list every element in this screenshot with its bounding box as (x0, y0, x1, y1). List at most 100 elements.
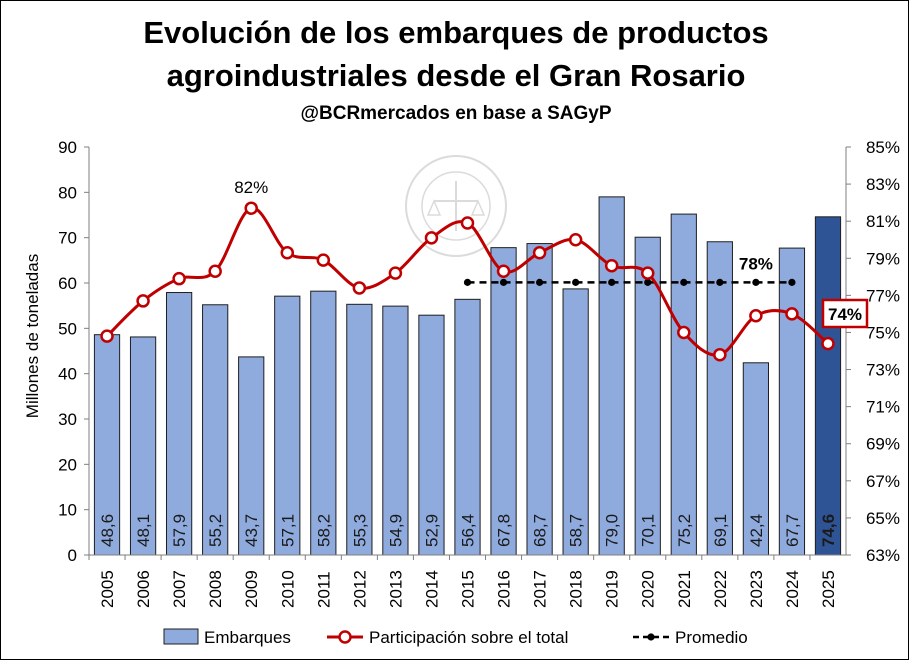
bar-2006 (129, 336, 157, 556)
bar-2024 (778, 247, 806, 556)
y2-tick-83%: 83% (866, 175, 900, 194)
y2-tick-77%: 77% (866, 286, 900, 305)
bar-2022 (706, 241, 733, 556)
bar-label-2008: 55,2 (206, 514, 225, 547)
legend-swatch-embarques (163, 628, 199, 645)
annotation-1: 78% (739, 254, 773, 273)
share-point-2022 (713, 347, 727, 362)
x-tick-2007: 2007 (170, 570, 189, 608)
bar-2018 (562, 288, 589, 556)
x-tick-2022: 2022 (711, 570, 730, 608)
average-point-2015 (463, 278, 472, 286)
bar-label-2013: 54,9 (386, 514, 405, 547)
bar-label-2022: 69,1 (711, 514, 730, 547)
y2-tick-69%: 69% (866, 435, 900, 454)
share-point-2014 (424, 231, 439, 245)
bar-2025 (814, 216, 842, 556)
y-axis-label: Millones de toneladas (23, 254, 42, 418)
y-tick-20: 20 (58, 455, 77, 474)
y-tick-60: 60 (58, 274, 77, 293)
y2-tick-63%: 63% (866, 546, 900, 565)
y2-tick-79%: 79% (866, 249, 900, 268)
bar-label-2010: 57,1 (278, 514, 297, 547)
x-tick-2006: 2006 (134, 570, 153, 608)
x-tick-2020: 2020 (639, 570, 658, 608)
x-tick-2025: 2025 (819, 570, 838, 608)
chart-title-line-1: Evolución de los embarques de productos (143, 15, 768, 50)
share-point-2010 (280, 245, 295, 260)
x-tick-2024: 2024 (783, 570, 802, 608)
y-tick-30: 30 (58, 410, 77, 429)
x-tick-2013: 2013 (386, 570, 405, 608)
bar-label-2024: 67,7 (783, 514, 802, 547)
x-tick-2018: 2018 (567, 570, 586, 608)
share-point-2017 (532, 245, 547, 260)
share-point-2015 (460, 216, 475, 230)
share-point-2018 (568, 232, 583, 247)
watermark-seal-icon (405, 155, 507, 257)
annotation-box-2 (821, 298, 869, 329)
axes-layer: 0 10 20 30 40 50 60 70 80 90 63% 65% 67% 69% 71% 73% 75%… (58, 138, 900, 608)
y-tick-80: 80 (58, 183, 77, 202)
x-tick-2010: 2010 (278, 570, 297, 608)
x-tick-2009: 2009 (242, 570, 261, 608)
average-point-2017 (535, 278, 544, 286)
x-tick-2012: 2012 (350, 570, 369, 608)
bar-2017 (526, 243, 553, 556)
share-point-2008 (208, 264, 222, 279)
x-tick-2011: 2011 (314, 571, 333, 608)
average-point-2024 (788, 278, 796, 286)
bar-label-2014: 52,9 (422, 514, 441, 547)
x-tick-2014: 2014 (422, 570, 441, 608)
y2-tick-75%: 75% (866, 323, 900, 342)
bar-2019 (598, 196, 625, 556)
bar-label-2021: 75,2 (675, 514, 694, 547)
bar-label-2016: 67,8 (495, 514, 514, 547)
share-point-2012 (352, 281, 367, 295)
average-point-2023 (752, 278, 760, 286)
y2-tick-67%: 67% (866, 472, 900, 491)
x-tick-2015: 2015 (459, 570, 478, 608)
share-point-2013 (388, 266, 403, 280)
y-tick-40: 40 (58, 365, 77, 384)
x-tick-2023: 2023 (747, 570, 766, 608)
bar-label-2005: 48,6 (98, 514, 117, 547)
x-tick-2005: 2005 (98, 570, 117, 608)
legend-marker-promedio (647, 633, 655, 641)
bar-2021 (670, 213, 697, 556)
bar-label-2006: 48,1 (134, 514, 153, 547)
bar-2005 (93, 334, 121, 556)
bar-2023 (742, 362, 769, 556)
share-point-2024 (785, 307, 799, 321)
y-tick-0: 0 (68, 546, 77, 565)
bar-label-2015: 56,4 (459, 514, 478, 547)
average-point-2018 (572, 278, 580, 286)
bar-label-2025: 74,6 (819, 514, 838, 547)
average-line-layer (463, 278, 796, 286)
bars-layer (93, 196, 842, 556)
share-point-2011 (316, 253, 331, 267)
legend-label-promedio: Promedio (675, 628, 748, 647)
bar-label-2007: 57,9 (170, 514, 189, 547)
bar-2013 (382, 305, 409, 556)
y2-tick-71%: 71% (866, 398, 900, 417)
y2-tick-85%: 85% (866, 138, 900, 157)
bar-label-2009: 43,7 (242, 514, 261, 547)
x-tick-2008: 2008 (206, 570, 225, 608)
bar-label-2019: 79,0 (603, 514, 622, 547)
annotation-0: 82% (234, 178, 268, 197)
share-point-2007 (172, 271, 186, 286)
average-point-2016 (499, 278, 508, 286)
y2-tick-73%: 73% (866, 361, 900, 380)
average-point-2019 (608, 278, 616, 286)
bar-label-2017: 68,7 (531, 514, 550, 547)
bar-2020 (634, 236, 661, 556)
average-point-2020 (644, 278, 652, 286)
x-tick-2016: 2016 (495, 570, 514, 608)
share-point-2005 (100, 329, 114, 343)
annotation-2: 74% (828, 305, 862, 324)
y-tick-70: 70 (58, 229, 77, 248)
chart-subtitle: @BCRmercados en base a SAGyP (300, 103, 611, 124)
